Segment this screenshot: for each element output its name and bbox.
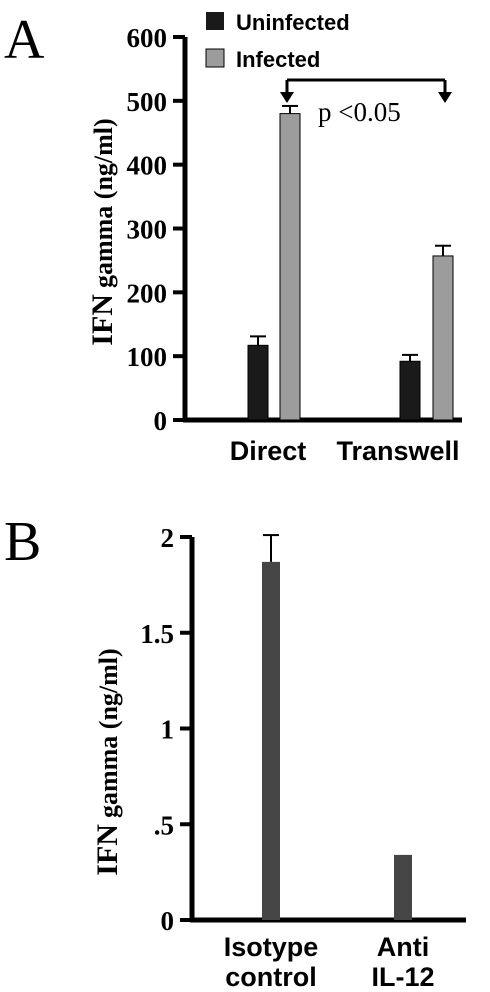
x-category-label: Transwell bbox=[336, 436, 459, 466]
bar bbox=[279, 113, 301, 421]
x-category-label: Direct bbox=[230, 436, 307, 466]
y-tick-label: 500 bbox=[127, 87, 168, 117]
legend-swatch bbox=[205, 48, 225, 68]
y-axis-label-sub: gamma (ng/ml) bbox=[94, 648, 123, 818]
y-axis-label-main: IFN bbox=[86, 294, 119, 346]
y-tick-label: 1 bbox=[161, 715, 175, 745]
legend-label: Uninfected bbox=[236, 10, 350, 35]
y-tick-label: 300 bbox=[127, 215, 168, 245]
y-axis-label-sub: gamma (ng/ml) bbox=[89, 118, 118, 288]
arrow-down-icon bbox=[280, 92, 294, 103]
chart-a: 0 100 200 300 400 500 600 Direct Transwell Uninfe… bbox=[86, 10, 462, 466]
legend-label: Infected bbox=[236, 47, 320, 72]
y-axis-label: IFN gamma (ng/ml) bbox=[86, 118, 119, 345]
y-tick-label: 0 bbox=[154, 406, 168, 436]
x-category-label: Anti bbox=[377, 932, 429, 962]
y-tick-label: 100 bbox=[127, 342, 168, 372]
y-axis-label: IFN gamma (ng/ml) bbox=[91, 648, 124, 875]
bar bbox=[399, 360, 421, 421]
y-tick-label: .5 bbox=[154, 810, 174, 840]
y-axis-label-main: IFN bbox=[91, 824, 124, 876]
y-tick-label: 200 bbox=[127, 278, 168, 308]
y-tick-label: 1.5 bbox=[140, 619, 174, 649]
y-tick-label: 400 bbox=[127, 151, 168, 181]
y-tick-label: 0 bbox=[161, 906, 175, 936]
panel-a-letter: A bbox=[4, 9, 45, 71]
bar bbox=[262, 561, 280, 920]
panel-b-letter: B bbox=[4, 511, 41, 573]
x-category-label: Isotype bbox=[224, 932, 319, 962]
y-tick-label: 2 bbox=[161, 523, 175, 553]
x-category-label: IL-12 bbox=[371, 962, 434, 992]
bar bbox=[247, 344, 269, 421]
bar bbox=[432, 255, 454, 421]
p-value-annotation: p <0.05 bbox=[318, 97, 401, 127]
y-tick-label: 600 bbox=[127, 23, 168, 53]
arrow-down-icon bbox=[438, 92, 452, 103]
bar bbox=[394, 854, 412, 920]
x-category-label: control bbox=[225, 962, 317, 992]
legend-swatch bbox=[206, 12, 224, 30]
